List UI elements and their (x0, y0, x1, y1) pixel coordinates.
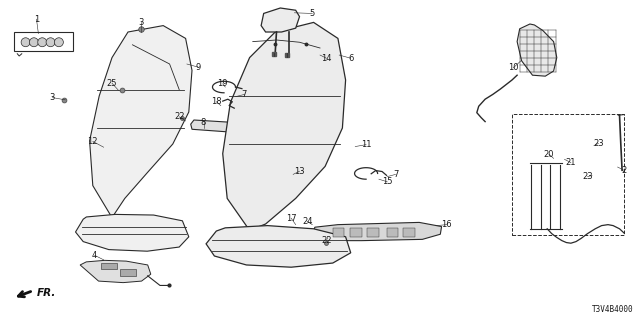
Text: 1: 1 (34, 15, 39, 24)
Text: 14: 14 (321, 54, 332, 63)
Polygon shape (90, 26, 192, 218)
Text: 9: 9 (196, 63, 201, 72)
Text: 11: 11 (361, 140, 371, 149)
Text: 5: 5 (310, 9, 315, 18)
Bar (333, 228, 344, 237)
Text: 16: 16 (442, 220, 452, 229)
Polygon shape (261, 8, 300, 32)
Bar (14, 32, 73, 51)
Text: 7: 7 (242, 90, 247, 99)
Text: FR.: FR. (37, 288, 56, 298)
Text: 20: 20 (544, 150, 554, 159)
Text: 23: 23 (582, 172, 593, 181)
Ellipse shape (21, 38, 30, 47)
Bar (512, 114, 624, 235)
Bar (350, 228, 362, 237)
Polygon shape (191, 120, 234, 132)
Text: 25: 25 (107, 79, 117, 88)
Text: 22: 22 (321, 236, 332, 245)
Ellipse shape (54, 38, 63, 47)
Text: 3: 3 (138, 18, 143, 27)
Text: 22: 22 (174, 112, 184, 121)
Text: 6: 6 (348, 54, 353, 63)
Text: 15: 15 (382, 177, 392, 186)
Bar (120, 269, 136, 276)
Text: 7: 7 (393, 170, 398, 179)
Text: 4: 4 (92, 251, 97, 260)
Polygon shape (80, 260, 151, 283)
Text: 8: 8 (201, 118, 206, 127)
Text: T3V4B4000: T3V4B4000 (592, 305, 634, 314)
Text: 3: 3 (50, 93, 55, 102)
Text: 2: 2 (621, 166, 627, 175)
Text: 23: 23 (593, 139, 604, 148)
Bar (387, 228, 398, 237)
Text: 10: 10 (508, 63, 518, 72)
Ellipse shape (29, 38, 38, 47)
Polygon shape (314, 222, 442, 241)
Text: 18: 18 (211, 97, 221, 106)
Bar (367, 228, 379, 237)
Polygon shape (206, 226, 351, 267)
Polygon shape (76, 214, 189, 251)
Text: 17: 17 (286, 214, 296, 223)
Polygon shape (223, 22, 346, 230)
Bar (403, 228, 415, 237)
Text: 19: 19 (218, 79, 228, 88)
Text: 12: 12 (88, 137, 98, 146)
Text: 21: 21 (566, 158, 576, 167)
Ellipse shape (46, 38, 55, 47)
Bar (101, 263, 117, 269)
Text: 13: 13 (294, 167, 305, 176)
Text: 24: 24 (302, 217, 312, 226)
Ellipse shape (38, 38, 47, 47)
Polygon shape (517, 24, 557, 76)
